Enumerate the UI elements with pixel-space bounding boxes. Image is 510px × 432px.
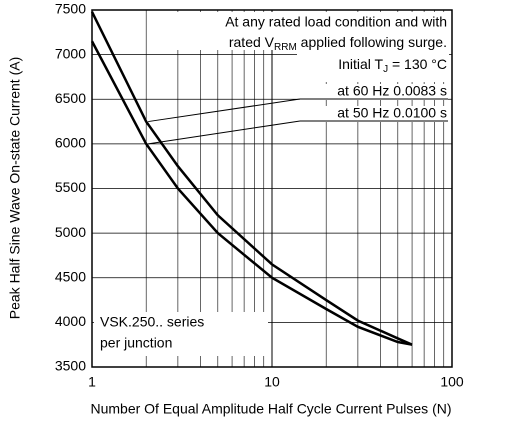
device-note: VSK.250.. series	[100, 314, 204, 330]
label-bg	[300, 84, 448, 100]
series-label: at 50 Hz 0.0100 s	[337, 105, 447, 121]
device-bg	[94, 312, 268, 356]
x-tick-label: 100	[440, 374, 464, 390]
y-tick-label: 7500	[55, 1, 86, 17]
y-tick-label: 5000	[55, 224, 86, 240]
note-bg	[297, 12, 449, 82]
note: At any rated load condition and with	[225, 14, 447, 30]
x-tick-label: 1	[88, 374, 96, 390]
y-axis-label: Peak Half Sine Wave On-state Current (A)	[7, 57, 23, 319]
y-tick-label: 4000	[55, 313, 86, 329]
note-bg	[160, 12, 300, 50]
device-note: per junction	[100, 335, 172, 351]
series-line	[90, 11, 413, 346]
y-tick-label: 6500	[55, 90, 86, 106]
leader-line	[148, 98, 301, 123]
note-part: applied following surge.	[297, 34, 447, 50]
x-tick-label: 10	[264, 374, 280, 390]
label-bg	[300, 106, 448, 122]
y-tick-label: 4500	[55, 268, 86, 284]
note-sub: RRM	[274, 42, 297, 53]
note-part: = 130 °C	[388, 56, 447, 72]
series-label: at 60 Hz 0.0083 s	[337, 83, 447, 99]
note-part: Initial T	[338, 56, 383, 72]
x-axis-label: Number Of Equal Amplitude Half Cycle Cur…	[90, 401, 451, 417]
y-tick-label: 5500	[55, 179, 86, 195]
series-line	[90, 40, 413, 346]
y-tick-label: 3500	[55, 358, 86, 374]
note: rated VRRM applied following surge.	[229, 34, 447, 53]
note: Initial TJ = 130 °C	[338, 56, 447, 75]
leader-line	[148, 120, 301, 145]
y-tick-label: 7000	[55, 45, 86, 61]
note-sub: J	[383, 64, 388, 75]
plot-frame	[91, 9, 453, 368]
y-tick-label: 6000	[55, 135, 86, 151]
note-part: rated V	[229, 34, 275, 50]
